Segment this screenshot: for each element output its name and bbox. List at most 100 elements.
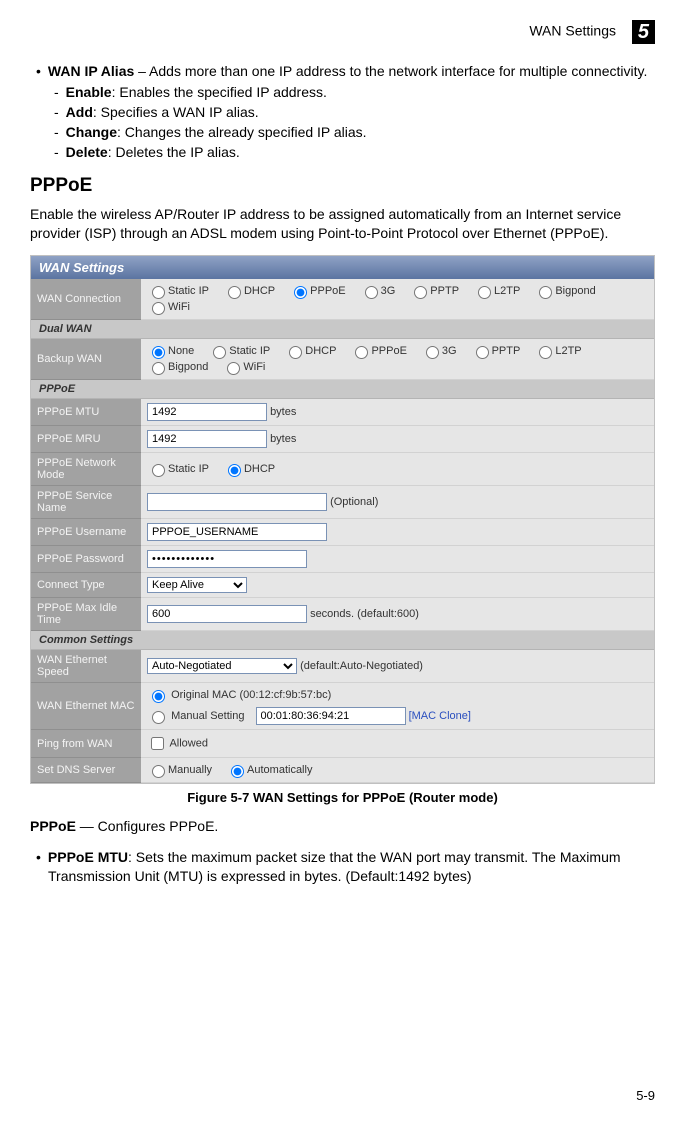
ethmac-orig-radio[interactable] [152,690,165,703]
backup-wan-radio-bigpond[interactable] [152,362,165,375]
value-dns: Manually Automatically [141,758,654,783]
value-username [141,519,654,546]
label-netmode: PPPoE Network Mode [31,453,141,486]
ethmac-manual-input[interactable] [256,707,406,725]
maxidle-input[interactable] [147,605,307,623]
subbullet-enable: Enable: Enables the specified IP address… [30,83,655,102]
wan-conn-radio-l2tp[interactable] [478,286,491,299]
wan-conn-label: PPPoE [310,285,345,297]
netmode-label: Static IP [168,463,209,475]
wan-conn-label: L2TP [494,285,520,297]
wan-conn-label: Bigpond [555,285,595,297]
subhdr-dualwan: Dual WAN [31,320,654,339]
bullet-wan-ip-alias: WAN IP Alias – Adds more than one IP add… [30,62,655,81]
username-input[interactable] [147,523,327,541]
row-ethmac: WAN Ethernet MAC Original MAC (00:12:cf:… [31,683,654,730]
dns-label: Manually [168,764,212,776]
value-connect-type: Keep Alive [141,573,654,598]
wan-conn-radio-bigpond[interactable] [539,286,552,299]
value-mru: bytes [141,426,654,453]
subbullet-change: Change: Changes the already specified IP… [30,123,655,142]
svcname-input[interactable] [147,493,327,511]
ethmac-manual-radio[interactable] [152,711,165,724]
mru-input[interactable] [147,430,267,448]
value-backup-wan: NoneStatic IPDHCPPPPoE3GPPTPL2TPBigpondW… [141,339,654,380]
maxidle-suffix: seconds. (default:600) [310,608,419,620]
value-ping: Allowed [141,730,654,758]
wan-conn-radio-pptp[interactable] [414,286,427,299]
wan-conn-radio-wifi[interactable] [152,302,165,315]
wan-settings-panel: WAN Settings WAN Connection Static IPDHC… [30,255,655,784]
ethspeed-suffix: (default:Auto-Negotiated) [300,660,423,672]
wan-conn-radio-pppoe[interactable] [294,286,307,299]
netmode-radio-static-ip[interactable] [152,464,165,477]
ping-checkbox[interactable] [151,737,164,750]
wan-conn-radio-dhcp[interactable] [228,286,241,299]
label-ping: Ping from WAN [31,730,141,758]
chapter-number: 5 [632,20,655,44]
label-mtu: PPPoE MTU [31,399,141,426]
backup-wan-radio-3g[interactable] [426,346,439,359]
pppoe-heading: PPPoE [30,175,655,197]
page-header: WAN Settings 5 [30,20,655,44]
page-header-title: WAN Settings [529,23,616,39]
backup-wan-label: PPPoE [371,345,406,357]
row-connect-type: Connect Type Keep Alive [31,573,654,598]
netmode-radio-dhcp[interactable] [228,464,241,477]
mru-suffix: bytes [270,433,296,445]
backup-wan-label: L2TP [555,345,581,357]
connect-type-select[interactable]: Keep Alive [147,577,247,593]
wan-conn-label: 3G [381,285,396,297]
backup-wan-radio-pptp[interactable] [476,346,489,359]
value-netmode: Static IP DHCP [141,453,654,486]
backup-wan-label: None [168,345,194,357]
row-netmode: PPPoE Network Mode Static IP DHCP [31,453,654,486]
mtu-suffix: bytes [270,406,296,418]
value-password [141,546,654,573]
ethmac-manual-label: Manual Setting [171,710,244,722]
dns-radio-automatically[interactable] [231,765,244,778]
subbullet-add: Add: Specifies a WAN IP alias. [30,103,655,122]
backup-wan-radio-dhcp[interactable] [289,346,302,359]
figure-caption: Figure 5-7 WAN Settings for PPPoE (Route… [30,790,655,805]
value-svcname: (Optional) [141,486,654,519]
wan-conn-radio-3g[interactable] [365,286,378,299]
backup-wan-radio-static-ip[interactable] [213,346,226,359]
ethspeed-select[interactable]: Auto-Negotiated [147,658,297,674]
after-lead: PPPoE — Configures PPPoE. [30,817,655,836]
label-dns: Set DNS Server [31,758,141,783]
label-ethspeed: WAN Ethernet Speed [31,650,141,683]
backup-wan-radio-none[interactable] [152,346,165,359]
svcname-suffix: (Optional) [330,496,378,508]
row-ethspeed: WAN Ethernet Speed Auto-Negotiated (defa… [31,650,654,683]
label-backup-wan: Backup WAN [31,339,141,380]
label-svcname: PPPoE Service Name [31,486,141,519]
subhdr-pppoe: PPPoE [31,380,654,399]
label-maxidle: PPPoE Max Idle Time [31,598,141,631]
row-mtu: PPPoE MTU bytes [31,399,654,426]
value-maxidle: seconds. (default:600) [141,598,654,631]
backup-wan-radio-pppoe[interactable] [355,346,368,359]
value-ethmac: Original MAC (00:12:cf:9b:57:bc) Manual … [141,683,654,730]
ping-label: Allowed [169,738,208,750]
password-input[interactable] [147,550,307,568]
wan-conn-radio-static-ip[interactable] [152,286,165,299]
backup-wan-label: 3G [442,345,457,357]
label-username: PPPoE Username [31,519,141,546]
wan-conn-label: DHCP [244,285,275,297]
backup-wan-radio-l2tp[interactable] [539,346,552,359]
mtu-input[interactable] [147,403,267,421]
panel-title: WAN Settings [31,256,654,279]
backup-wan-label: Static IP [229,345,270,357]
row-wan-connection: WAN Connection Static IPDHCPPPPoE3GPPTPL… [31,279,654,320]
netmode-label: DHCP [244,463,275,475]
backup-wan-label: WiFi [243,361,265,373]
backup-wan-radio-wifi[interactable] [227,362,240,375]
value-ethspeed: Auto-Negotiated (default:Auto-Negotiated… [141,650,654,683]
dns-label: Automatically [247,764,312,776]
dns-radio-manually[interactable] [152,765,165,778]
row-backup-wan: Backup WAN NoneStatic IPDHCPPPPoE3GPPTPL… [31,339,654,380]
row-dns: Set DNS Server Manually Automatically [31,758,654,783]
mac-clone-link[interactable]: [MAC Clone] [409,710,471,722]
backup-wan-label: PPTP [492,345,521,357]
